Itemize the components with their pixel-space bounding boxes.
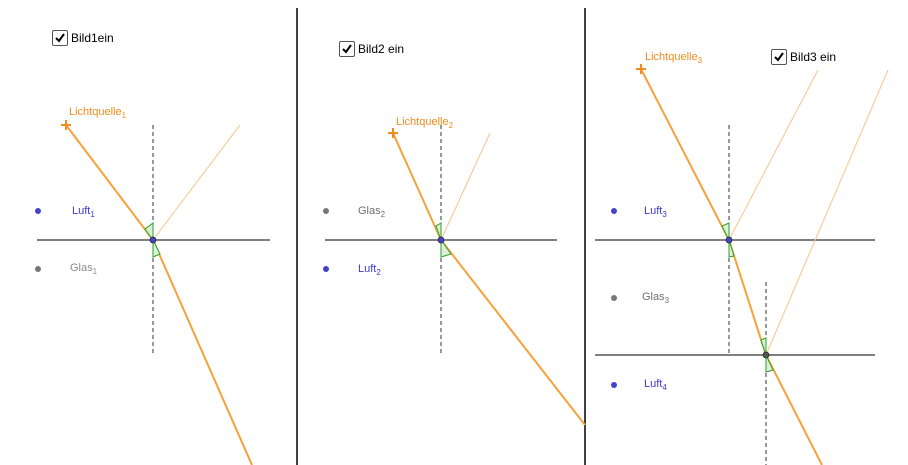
angle-arc <box>144 222 154 242</box>
reflected-ray <box>728 69 819 241</box>
medium-point[interactable] <box>611 295 617 301</box>
bild3-checkbox-label: Bild3 ein <box>790 50 837 64</box>
medium-sub: 1 <box>90 210 95 219</box>
medium-label: Glas1 <box>70 262 97 276</box>
light-source-label: Lichtquelle3 <box>645 51 702 65</box>
medium-name: Glas <box>358 205 381 217</box>
medium-sub: 2 <box>376 268 381 277</box>
intersection-point[interactable] <box>762 351 770 359</box>
light-source-name: Lichtquelle <box>396 116 449 128</box>
light-source-cross[interactable] <box>388 128 398 138</box>
incident-ray <box>640 68 730 241</box>
medium-sub: 4 <box>662 383 667 392</box>
bild2-checkbox-label: Bild2 ein <box>358 42 405 56</box>
medium-point[interactable] <box>35 208 41 214</box>
check-icon[interactable] <box>339 41 355 57</box>
bild1-checkbox[interactable]: Bild1ein <box>52 30 114 46</box>
medium-name: Luft <box>358 263 377 275</box>
medium-name: Glas <box>70 262 93 274</box>
medium-point[interactable] <box>611 382 617 388</box>
light-source-name: Lichtquelle <box>69 106 122 118</box>
medium-label: Glas3 <box>642 291 669 305</box>
angle-arc <box>760 337 767 356</box>
light-source-name: Lichtquelle <box>645 51 698 63</box>
medium-label: Luft1 <box>72 205 95 219</box>
light-source-sub: 2 <box>448 121 454 130</box>
light-source-cross[interactable] <box>61 120 71 130</box>
medium-name: Luft <box>72 205 91 217</box>
medium-point[interactable] <box>35 266 41 272</box>
light-source-label: Lichtquelle1 <box>69 106 126 120</box>
medium-point[interactable] <box>611 208 617 214</box>
medium-sub: 2 <box>380 210 386 219</box>
reflected-ray <box>440 132 491 241</box>
refracted-ray <box>152 239 253 465</box>
refracted-ray <box>440 239 586 426</box>
medium-name: Luft <box>644 378 663 390</box>
refracted-ray <box>728 239 767 356</box>
angle-arc <box>440 238 452 258</box>
bild1-checkbox-label: Bild1ein <box>71 31 114 45</box>
incident-ray <box>65 124 154 241</box>
medium-label: Luft4 <box>644 378 667 392</box>
check-icon[interactable] <box>52 30 68 46</box>
refracted-ray <box>765 354 823 465</box>
intersection-point[interactable] <box>437 236 445 244</box>
check-icon[interactable] <box>771 49 787 65</box>
medium-sub: 1 <box>92 267 98 276</box>
medium-label: Glas2 <box>358 205 385 219</box>
medium-sub: 3 <box>662 210 667 219</box>
angle-arc <box>721 222 730 241</box>
incident-ray <box>392 132 442 241</box>
angle-arc <box>152 239 161 258</box>
light-source-cross[interactable] <box>636 64 646 74</box>
angle-arc <box>728 239 735 258</box>
light-source-sub: 3 <box>697 56 703 65</box>
intersection-point[interactable] <box>725 236 733 244</box>
medium-point[interactable] <box>323 208 329 214</box>
reflected-ray <box>152 124 241 241</box>
medium-name: Luft <box>644 205 663 217</box>
light-source-sub: 1 <box>121 111 127 120</box>
medium-label: Luft2 <box>358 263 381 277</box>
bild2-checkbox[interactable]: Bild2 ein <box>339 41 404 57</box>
angle-arc <box>435 222 442 241</box>
medium-name: Glas <box>642 291 665 303</box>
angle-arc <box>765 354 774 373</box>
reflected-ray <box>765 69 889 356</box>
medium-label: Luft3 <box>644 205 667 219</box>
light-source-label: Lichtquelle2 <box>396 116 453 130</box>
intersection-point[interactable] <box>149 236 157 244</box>
medium-point[interactable] <box>323 266 329 272</box>
bild3-checkbox[interactable]: Bild3 ein <box>771 49 836 65</box>
medium-sub: 3 <box>664 296 670 305</box>
